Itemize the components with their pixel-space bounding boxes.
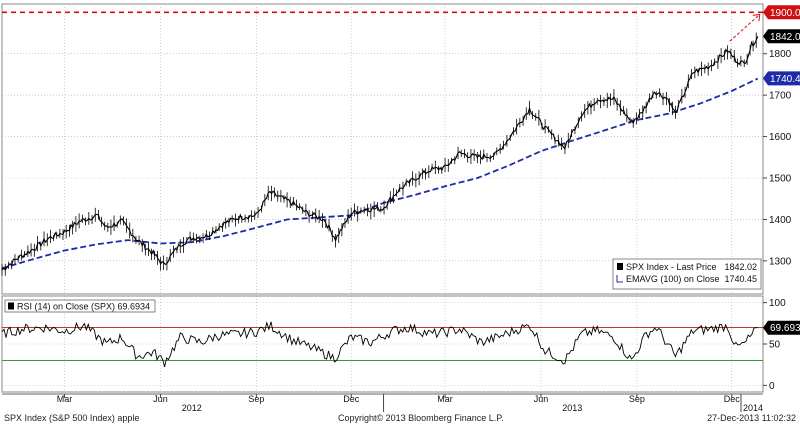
price-plot-frame (1, 3, 764, 295)
legend-value-1: 1740.45 (724, 274, 757, 284)
time-axis: Mar Jun Sep Dec Mar Jun Sep Dec 2012 2013 2014 (2, 393, 763, 413)
rsi-tick-label: 50 (769, 340, 781, 351)
footer-copyright: Copyright© 2013 Bloomberg Finance L.P. (338, 413, 504, 423)
rsi-value-tag: 69.6934 (770, 323, 800, 334)
price-tick-label: 1500 (769, 174, 792, 185)
rsi-value-tag-bg (763, 320, 800, 335)
rsi-tick-label: 100 (769, 298, 786, 309)
price-tick-label: 1800 (769, 49, 792, 60)
target-arrowhead (752, 13, 761, 22)
rsi-legend-swatch (8, 302, 14, 310)
price-legend-box (612, 258, 762, 290)
month-tick-label: Jun (534, 394, 549, 404)
ema-value-tag-bg (763, 71, 800, 86)
month-tick-label: Jun (153, 394, 168, 404)
rsi-series-line (1, 321, 758, 368)
footer-source: SPX Index (S&P 500 Index) apple (4, 413, 140, 423)
month-tick-label: Sep (248, 394, 264, 404)
price-tick-label: 1600 (769, 132, 792, 143)
year-label: 2012 (182, 403, 202, 413)
legend-swatch-price (617, 263, 623, 270)
legend-label-0: SPX Index - Last Price (626, 262, 717, 272)
month-tick-label: Sep (629, 394, 645, 404)
ema-value-tag: 1740.45 (770, 74, 800, 85)
last-price-tag-bg (763, 29, 800, 44)
footer-timestamp: 27-Dec-2013 11:02:32 (707, 413, 796, 423)
year-label: 2014 (743, 403, 763, 413)
month-tick-label: Dec (343, 394, 360, 404)
ema-series-line (1, 77, 759, 270)
rsi-tick-label: 0 (769, 381, 775, 392)
year-label: 2013 (562, 403, 582, 413)
month-tick-label: Mar (57, 394, 73, 404)
target-arrow-line (729, 13, 761, 42)
rsi-panel: 0 50 100 RSI (14) on Close (SPX) 69.6934 69.… (1, 295, 800, 393)
price-tick-label: 1400 (769, 215, 792, 226)
legend-label-1: EMAVG (100) on Close (626, 274, 719, 284)
month-tick-label: Dec (724, 394, 741, 404)
legend-swatch-ema (616, 275, 623, 283)
target-level-tag: 1900.00 (770, 8, 800, 19)
price-tick-label: 1300 (769, 256, 792, 267)
month-tick-label: Mar (437, 394, 453, 404)
price-tick-label: 1700 (769, 91, 792, 102)
rsi-legend-box (4, 299, 156, 313)
last-price-tag: 1842.02 (770, 32, 800, 43)
target-level-tag-bg (763, 5, 800, 20)
legend-value-0: 1842.02 (724, 262, 757, 272)
rsi-legend-label: RSI (14) on Close (SPX) 69.6934 (17, 302, 150, 312)
price-panel: 1300 1400 1500 1600 1700 1800 1900.00 1842.02 17… (1, 3, 800, 295)
